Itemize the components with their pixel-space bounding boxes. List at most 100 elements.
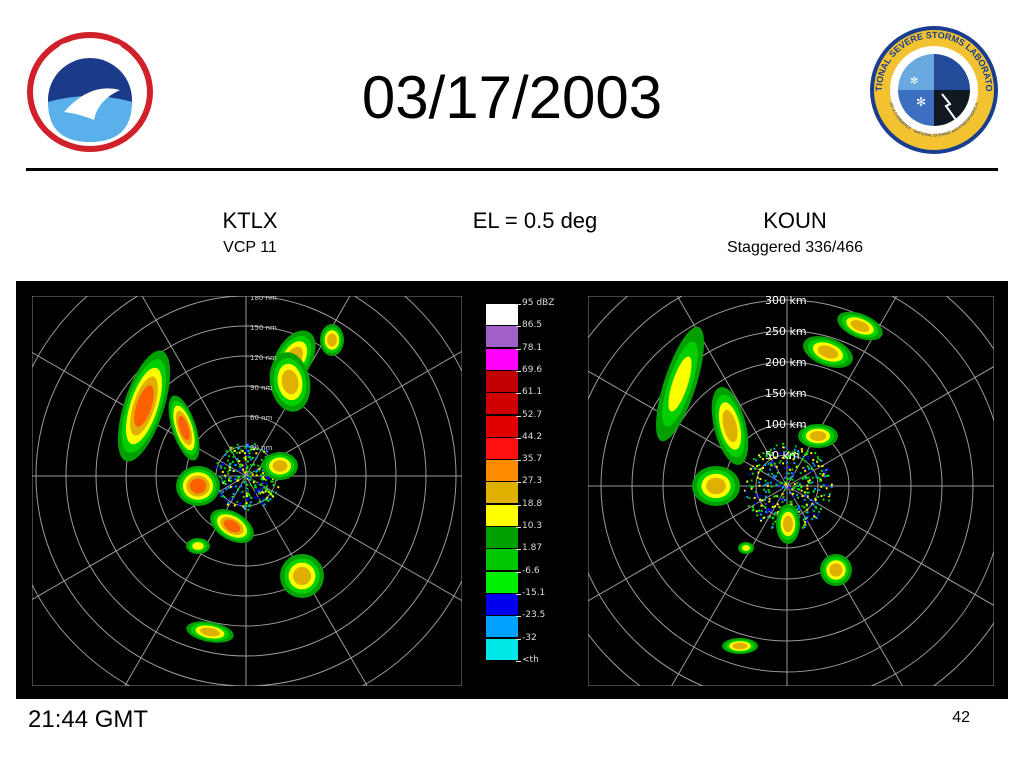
ground-clutter [254,469,257,472]
ground-clutter [779,506,782,509]
ground-clutter [247,508,250,511]
ground-clutter [227,470,230,473]
ground-clutter [224,453,227,456]
ground-clutter [797,449,800,452]
ground-clutter [263,450,266,453]
ground-clutter [776,481,779,484]
ground-clutter [244,471,247,474]
colorbar-tick [516,616,521,618]
ground-clutter [822,469,825,472]
ground-clutter [236,500,239,503]
ground-clutter [263,486,266,489]
colorbar-label: <th [522,654,539,665]
ground-clutter [810,470,813,473]
ground-clutter [220,495,223,498]
ground-clutter [245,502,248,505]
koun-reflectivity-scope: 300 km 250 km 200 km 150 km 100 km 50 km [588,296,994,686]
ground-clutter [820,469,823,472]
ground-clutter [238,503,241,506]
range-label: 60 nm [250,414,273,422]
ground-clutter [261,485,264,488]
ground-clutter [229,465,232,468]
ground-clutter [247,454,250,457]
precipitation-echo [178,415,190,441]
ground-clutter [823,494,826,497]
ground-clutter [246,477,249,480]
ground-clutter [744,490,747,493]
ground-clutter [782,446,785,449]
ground-clutter [791,468,794,471]
ground-clutter [249,471,252,474]
ground-clutter [255,474,258,477]
ground-clutter [238,459,241,462]
ground-clutter [760,517,763,520]
ground-clutter [808,503,811,506]
ground-clutter [248,456,251,459]
ground-clutter [821,464,824,467]
ground-clutter [238,465,241,468]
precipitation-echo [200,627,220,637]
ground-clutter [815,507,818,510]
ground-clutter [812,500,815,503]
ground-clutter [224,482,227,485]
ground-clutter [260,458,263,461]
colorbar-swatch [486,571,518,593]
ground-clutter [775,475,778,478]
ground-clutter [824,471,827,474]
ground-clutter [262,482,265,485]
ground-clutter [259,465,262,468]
ground-clutter [795,508,798,511]
ground-clutter [766,484,769,487]
ground-clutter [244,504,247,507]
ground-clutter [776,484,779,487]
ground-clutter [756,514,759,517]
ground-clutter [222,482,225,485]
ground-clutter [808,467,811,470]
ground-clutter [249,501,252,504]
ground-clutter [791,451,794,454]
colorbar-label: 95 dBZ [522,298,555,308]
precipitation-echo [829,563,843,577]
ground-clutter [811,502,814,505]
ground-clutter [794,445,797,448]
ground-clutter [818,510,821,513]
ground-clutter [781,481,784,484]
ground-clutter [231,451,234,454]
ground-clutter [249,478,252,481]
ground-clutter [215,466,218,469]
ground-clutter [247,460,250,463]
ground-clutter [802,466,805,469]
ground-clutter [779,459,782,462]
ground-clutter [246,467,249,470]
ground-clutter [253,444,256,447]
ground-clutter [230,480,233,483]
ground-clutter [788,486,791,489]
ground-clutter [786,456,789,459]
ground-clutter [775,444,778,447]
ground-clutter [764,483,767,486]
ground-clutter [821,474,824,477]
ground-clutter [272,495,275,498]
ground-clutter [819,478,822,481]
ground-clutter [218,491,221,494]
ground-clutter [825,487,828,490]
ground-clutter [220,466,223,469]
ground-clutter [767,457,770,460]
ground-clutter [760,504,763,507]
ground-clutter [243,452,246,455]
ground-clutter [758,484,761,487]
ground-clutter [243,480,246,483]
ground-clutter [246,465,249,468]
colorbar-tick [516,549,521,551]
ground-clutter [241,450,244,453]
ground-clutter [807,480,810,483]
ground-clutter [266,498,269,501]
ground-clutter [804,452,807,455]
ground-clutter [824,475,827,478]
colorbar-tick [516,304,521,305]
ground-clutter [250,496,253,499]
ground-clutter [262,476,265,479]
azimuth-spoke [786,485,904,686]
ground-clutter [264,455,267,458]
ground-clutter [793,462,796,465]
